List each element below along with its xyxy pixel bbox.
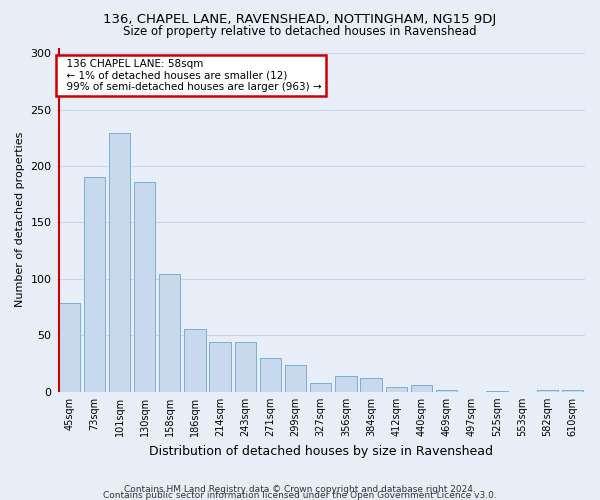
Bar <box>310 383 331 392</box>
Bar <box>562 390 583 392</box>
Bar <box>486 390 508 392</box>
Bar <box>436 390 457 392</box>
Bar <box>109 134 130 392</box>
Text: 136 CHAPEL LANE: 58sqm
  ← 1% of detached houses are smaller (12)
  99% of semi-: 136 CHAPEL LANE: 58sqm ← 1% of detached … <box>60 59 322 92</box>
Text: Size of property relative to detached houses in Ravenshead: Size of property relative to detached ho… <box>123 25 477 38</box>
Bar <box>411 385 432 392</box>
Bar <box>209 342 231 392</box>
Bar <box>361 378 382 392</box>
Bar <box>285 364 307 392</box>
Bar <box>184 328 206 392</box>
Bar <box>335 376 356 392</box>
Bar <box>536 390 558 392</box>
Bar <box>83 178 105 392</box>
Bar <box>58 302 80 392</box>
Text: Contains HM Land Registry data © Crown copyright and database right 2024.: Contains HM Land Registry data © Crown c… <box>124 484 476 494</box>
Bar <box>159 274 181 392</box>
Text: 136, CHAPEL LANE, RAVENSHEAD, NOTTINGHAM, NG15 9DJ: 136, CHAPEL LANE, RAVENSHEAD, NOTTINGHAM… <box>103 12 497 26</box>
Bar <box>386 388 407 392</box>
Bar <box>134 182 155 392</box>
Y-axis label: Number of detached properties: Number of detached properties <box>15 132 25 308</box>
Bar <box>260 358 281 392</box>
Bar <box>235 342 256 392</box>
X-axis label: Distribution of detached houses by size in Ravenshead: Distribution of detached houses by size … <box>149 444 493 458</box>
Text: Contains public sector information licensed under the Open Government Licence v3: Contains public sector information licen… <box>103 491 497 500</box>
